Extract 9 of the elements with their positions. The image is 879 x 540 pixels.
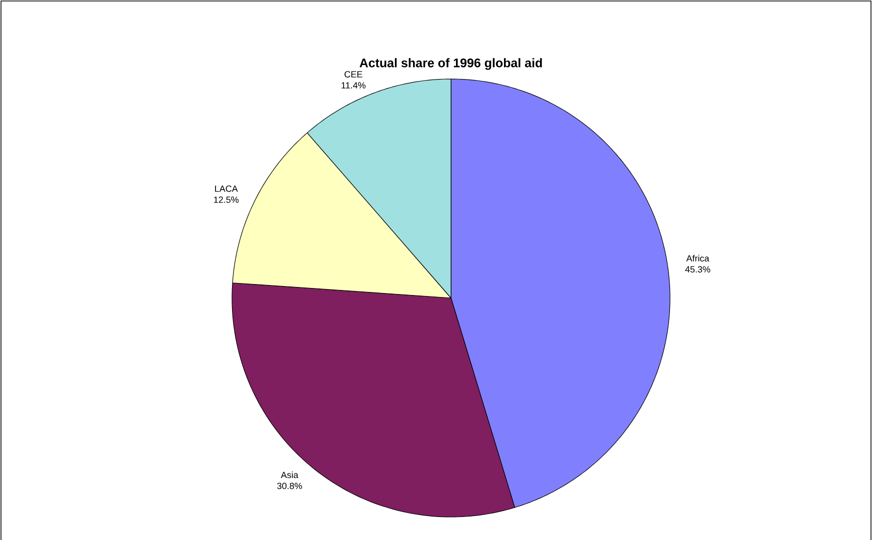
slice-label: LACA	[215, 185, 238, 192]
slice-label: Africa	[686, 254, 710, 262]
data-label: 11.4%	[342, 82, 366, 88]
data-label: 30.8%	[277, 482, 302, 490]
data-label: 45.3%	[685, 266, 710, 273]
chart-title: Actual share of 1996 global aid	[360, 58, 542, 70]
data-label: 12.5%	[214, 196, 239, 203]
slice-label: CEE	[344, 71, 362, 78]
slice-label: Asia	[280, 471, 298, 478]
